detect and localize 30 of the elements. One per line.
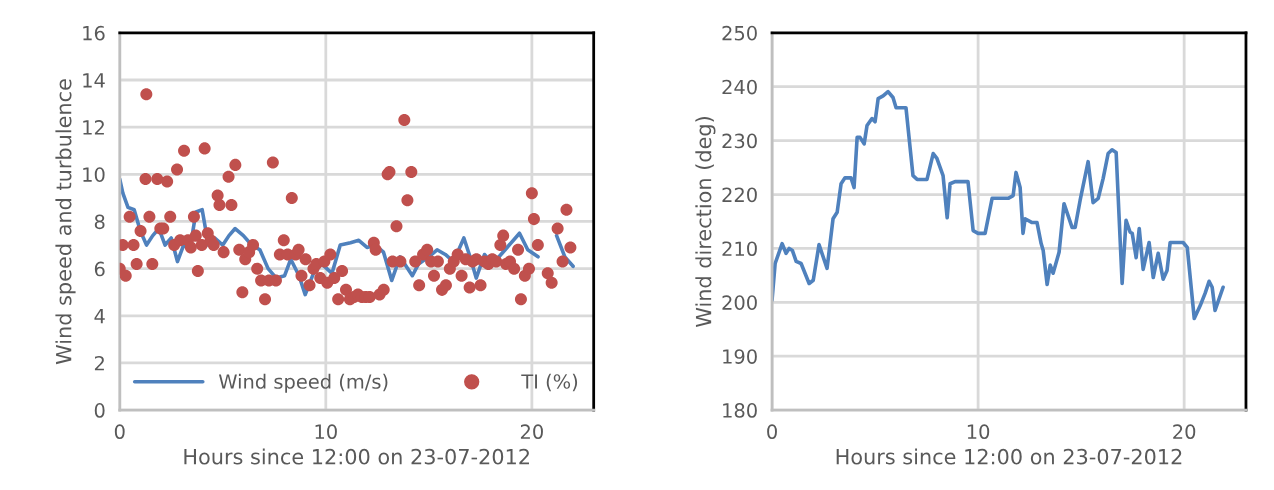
y-tick-label: 210 bbox=[722, 241, 757, 257]
y-tick-label: 200 bbox=[722, 295, 757, 310]
x-tick-label: 10 bbox=[315, 424, 337, 440]
y-axis-title: Wind speed and turbulence bbox=[55, 79, 76, 365]
line-series bbox=[772, 89, 1225, 321]
y-tick-label: 8 bbox=[94, 214, 105, 230]
y-tick-label: 12 bbox=[83, 120, 104, 135]
y-tick-label: 220 bbox=[722, 187, 757, 203]
y-tick-label: 16 bbox=[83, 25, 105, 41]
y-tick-label: 250 bbox=[722, 25, 757, 41]
x-axis-title: Hours since 12:00 on 23-07-2012 bbox=[836, 448, 1182, 465]
y-tick-label: 230 bbox=[722, 133, 757, 149]
y-tick-label: 240 bbox=[722, 79, 757, 95]
x-tick-label: 20 bbox=[1173, 424, 1196, 440]
y-tick-label: 10 bbox=[83, 167, 105, 182]
x-tick-label: 20 bbox=[520, 424, 543, 440]
legend-label: Wind speed (m/s) bbox=[218, 373, 388, 393]
y-tick-label: 2 bbox=[94, 355, 104, 371]
y-tick-label: 180 bbox=[723, 403, 757, 418]
y-tick-label: 14 bbox=[83, 73, 105, 88]
legend-label: TI (%) bbox=[521, 373, 578, 392]
y-axis-title: Wind direction (deg) bbox=[695, 117, 716, 327]
x-tick-label: 0 bbox=[114, 424, 125, 440]
x-axis-title: Hours since 12:00 on 23-07-2012 bbox=[184, 448, 529, 465]
y-tick-label: 4 bbox=[94, 309, 105, 324]
y-tick-label: 6 bbox=[94, 261, 105, 277]
x-tick-label: 0 bbox=[767, 424, 777, 440]
y-tick-label: 190 bbox=[723, 349, 757, 364]
x-tick-label: 10 bbox=[967, 424, 990, 440]
y-tick-label: 0 bbox=[94, 403, 105, 418]
